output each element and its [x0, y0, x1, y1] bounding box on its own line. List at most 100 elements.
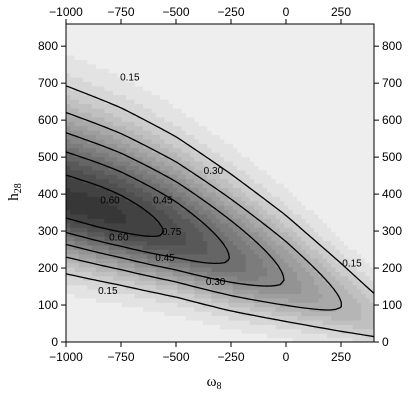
shade-cell — [331, 262, 337, 268]
shade-cell — [202, 324, 208, 330]
shade-cell — [134, 125, 140, 131]
shade-cell — [177, 306, 183, 312]
shade-cell — [168, 72, 174, 78]
shade-cell — [356, 236, 362, 242]
shade-cell — [335, 311, 341, 317]
shade-cell — [66, 191, 71, 197]
shade-cell — [91, 297, 97, 303]
shade-cell — [177, 244, 183, 250]
shade-cell — [369, 46, 374, 52]
shade-cell — [322, 99, 328, 105]
shade-cell — [66, 315, 71, 321]
shade-cell — [326, 271, 332, 277]
shade-cell — [66, 130, 71, 136]
shade-cell — [314, 121, 319, 127]
shade-cell — [211, 315, 217, 321]
shade-cell — [138, 289, 144, 295]
shade-cell — [198, 165, 204, 171]
shade-cell — [155, 258, 161, 264]
shade-cell — [168, 218, 174, 224]
shade-cell — [181, 130, 187, 136]
shade-cell — [83, 240, 88, 246]
shade-cell — [271, 125, 277, 131]
shade-cell — [326, 81, 332, 87]
shade-cell — [83, 174, 88, 180]
shade-cell — [130, 116, 136, 122]
shade-cell — [104, 306, 110, 312]
shade-cell — [207, 160, 213, 166]
shade-cell — [365, 306, 371, 312]
shade-cell — [271, 41, 277, 47]
shade-cell — [288, 37, 294, 43]
shade-cell — [138, 209, 144, 215]
shade-cell — [220, 183, 225, 189]
shade-cell — [185, 227, 191, 233]
shade-cell — [104, 165, 110, 171]
shade-cell — [83, 209, 88, 215]
shade-cell — [318, 178, 324, 184]
shade-cell — [245, 174, 251, 180]
shade-cell — [70, 253, 76, 259]
shade-cell — [95, 130, 101, 136]
shade-cell — [181, 178, 187, 184]
shade-cell — [326, 236, 332, 242]
shade-cell — [66, 54, 71, 60]
shade-cell — [202, 293, 208, 299]
shade-cell — [211, 249, 217, 255]
shade-cell — [147, 227, 153, 233]
shade-cell — [95, 187, 101, 193]
shade-cell — [194, 99, 200, 105]
shade-cell — [318, 284, 324, 290]
shade-cell — [108, 249, 114, 255]
shade-cell — [335, 68, 341, 74]
shade-cell — [352, 77, 358, 83]
shade-cell — [305, 147, 311, 153]
shade-cell — [100, 280, 106, 286]
shade-cell — [194, 125, 200, 131]
shade-cell — [104, 59, 110, 65]
shade-cell — [207, 213, 213, 219]
shade-cell — [361, 333, 367, 339]
shade-cell — [301, 94, 307, 100]
shade-cell — [245, 85, 251, 91]
shade-cell — [151, 46, 157, 52]
shade-cell — [275, 289, 281, 295]
shade-cell — [258, 319, 264, 325]
shade-cell — [207, 236, 213, 242]
shade-cell — [288, 178, 294, 184]
shade-cell — [301, 72, 307, 78]
shade-cell — [335, 253, 341, 259]
shade-cell — [305, 200, 311, 206]
shade-cell — [190, 209, 195, 215]
shade-cell — [301, 297, 307, 303]
shade-cell — [262, 174, 268, 180]
shade-cell — [172, 94, 178, 100]
shade-cell — [369, 99, 374, 105]
shade-cell — [258, 213, 264, 219]
shade-cell — [87, 280, 93, 286]
shade-cell — [356, 59, 362, 65]
shade-cell — [258, 209, 264, 215]
shade-cell — [185, 59, 191, 65]
shade-cell — [284, 196, 290, 202]
shade-cell — [305, 41, 311, 47]
shade-cell — [70, 103, 76, 109]
shade-cell — [258, 63, 264, 69]
shade-cell — [74, 68, 80, 74]
shade-cell — [121, 50, 127, 56]
shade-cell — [292, 41, 298, 47]
shade-cell — [198, 63, 204, 69]
shade-cell — [215, 72, 221, 78]
shade-cell — [181, 116, 187, 122]
shade-cell — [87, 72, 93, 78]
shade-cell — [168, 85, 174, 91]
shade-cell — [100, 275, 106, 281]
shade-cell — [267, 319, 272, 325]
shade-cell — [314, 271, 319, 277]
shade-cell — [258, 68, 264, 74]
shade-cell — [220, 121, 225, 127]
shade-cell — [91, 266, 97, 272]
shade-cell — [271, 333, 277, 339]
shade-cell — [155, 306, 161, 312]
shade-cell — [271, 205, 277, 211]
